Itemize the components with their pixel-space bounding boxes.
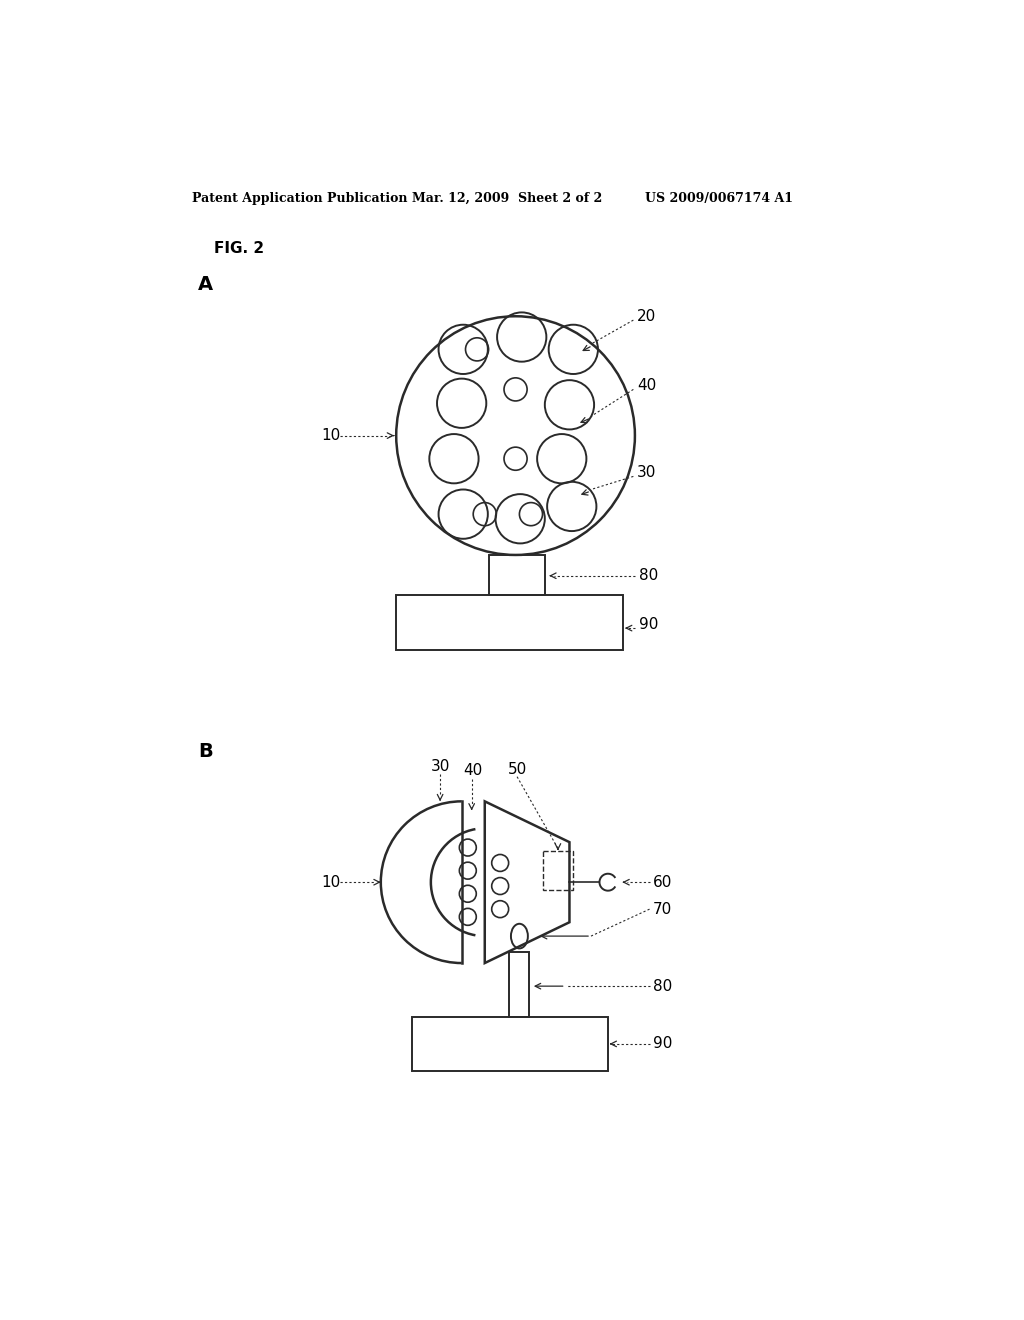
Text: 10: 10 (322, 428, 341, 444)
Bar (489, 554, 545, 595)
Text: 60: 60 (652, 875, 672, 890)
Text: 90: 90 (639, 616, 658, 632)
Text: 70: 70 (652, 902, 672, 916)
Text: A: A (199, 276, 213, 294)
Text: 10: 10 (322, 875, 341, 890)
Text: 20: 20 (637, 309, 656, 323)
Text: 90: 90 (652, 1036, 672, 1052)
Text: Mar. 12, 2009  Sheet 2 of 2: Mar. 12, 2009 Sheet 2 of 2 (412, 191, 602, 205)
Text: FIG. 2: FIG. 2 (214, 240, 264, 256)
Bar (509, 952, 529, 1016)
Text: B: B (199, 742, 213, 762)
Bar (412, 1016, 608, 1071)
Text: 80: 80 (652, 978, 672, 994)
Text: 50: 50 (508, 762, 527, 776)
Text: 30: 30 (431, 759, 451, 775)
Bar (396, 595, 624, 651)
Text: Patent Application Publication: Patent Application Publication (193, 191, 408, 205)
Text: 30: 30 (637, 465, 656, 480)
Text: 40: 40 (463, 763, 482, 777)
Bar (544, 851, 572, 890)
Text: 40: 40 (637, 378, 656, 393)
Text: US 2009/0067174 A1: US 2009/0067174 A1 (645, 191, 793, 205)
Text: 80: 80 (639, 568, 658, 583)
